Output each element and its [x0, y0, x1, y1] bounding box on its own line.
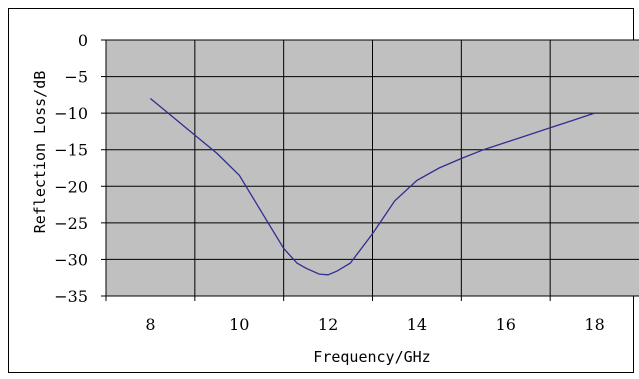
x-tick-label: 12	[318, 315, 338, 334]
reflection-loss-line	[149, 97, 595, 276]
y-tick-label: −20	[54, 177, 88, 196]
y-axis-label: Reflection Loss/dB	[31, 71, 49, 234]
x-tick-label: 14	[407, 315, 427, 334]
y-tick-label: −5	[64, 68, 88, 87]
x-axis-label: Frequency/GHz	[313, 348, 430, 366]
x-tick-label: 18	[584, 315, 604, 334]
y-tick-label: −10	[54, 104, 88, 123]
y-tick-label: 0	[78, 31, 88, 50]
x-tick-label: 10	[229, 315, 249, 334]
y-tick-label: −35	[54, 287, 88, 306]
x-tick-label: 8	[145, 315, 155, 334]
y-tick-label: −25	[54, 214, 88, 233]
y-tick-label: −15	[54, 141, 88, 160]
x-tick-label: 16	[496, 315, 516, 334]
y-tick-label: −30	[54, 250, 88, 269]
